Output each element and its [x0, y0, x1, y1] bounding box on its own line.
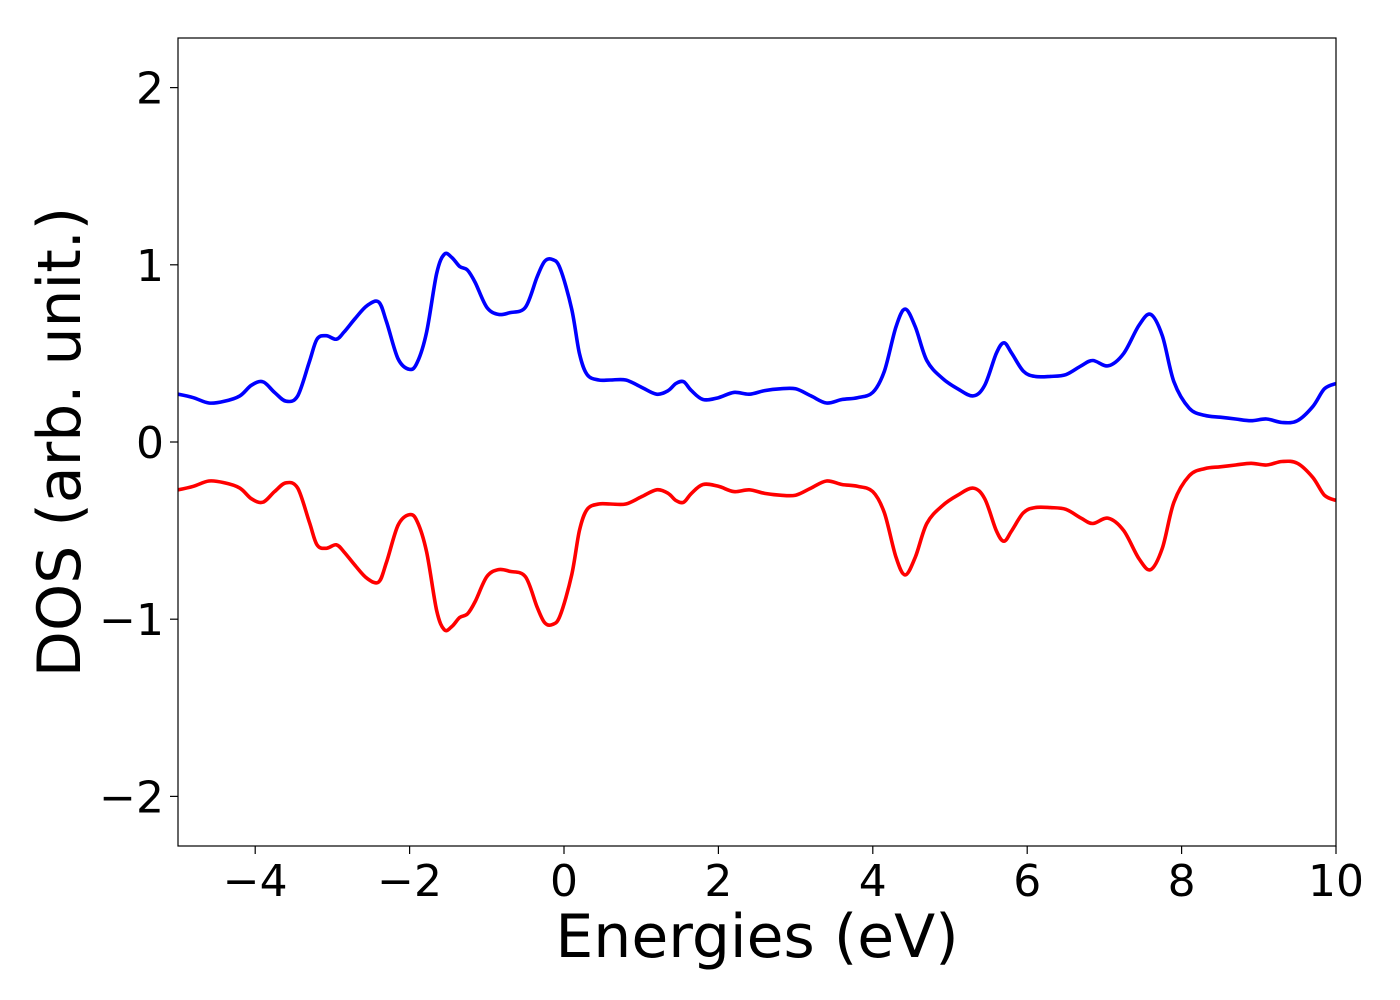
x-axis-label: Energies (eV)	[555, 902, 958, 972]
x-tick-label: 8	[1168, 856, 1196, 907]
y-tick-label: 0	[136, 418, 164, 469]
series-layer	[178, 251, 1336, 633]
x-tick-label: 0	[550, 856, 578, 907]
x-tick-label: 6	[1013, 856, 1041, 907]
series-line-1	[178, 251, 1336, 425]
x-tick-label: 4	[859, 856, 887, 907]
y-axis-ticks: −2 −1 0 1 2	[99, 64, 178, 823]
y-tick-label: 1	[136, 241, 164, 292]
y-tick-label: −2	[99, 772, 164, 823]
series-line-2	[178, 459, 1336, 633]
y-axis-label: DOS (arb. unit.)	[25, 207, 95, 677]
y-tick-label: −1	[99, 595, 164, 646]
x-axis-ticks: −4 −2 0 2 4 6 8 10	[223, 846, 1364, 907]
x-tick-label: −4	[223, 856, 288, 907]
x-tick-label: 10	[1308, 856, 1364, 907]
x-tick-label: −2	[377, 856, 442, 907]
y-tick-label: 2	[136, 64, 164, 115]
x-tick-label: 2	[704, 856, 732, 907]
